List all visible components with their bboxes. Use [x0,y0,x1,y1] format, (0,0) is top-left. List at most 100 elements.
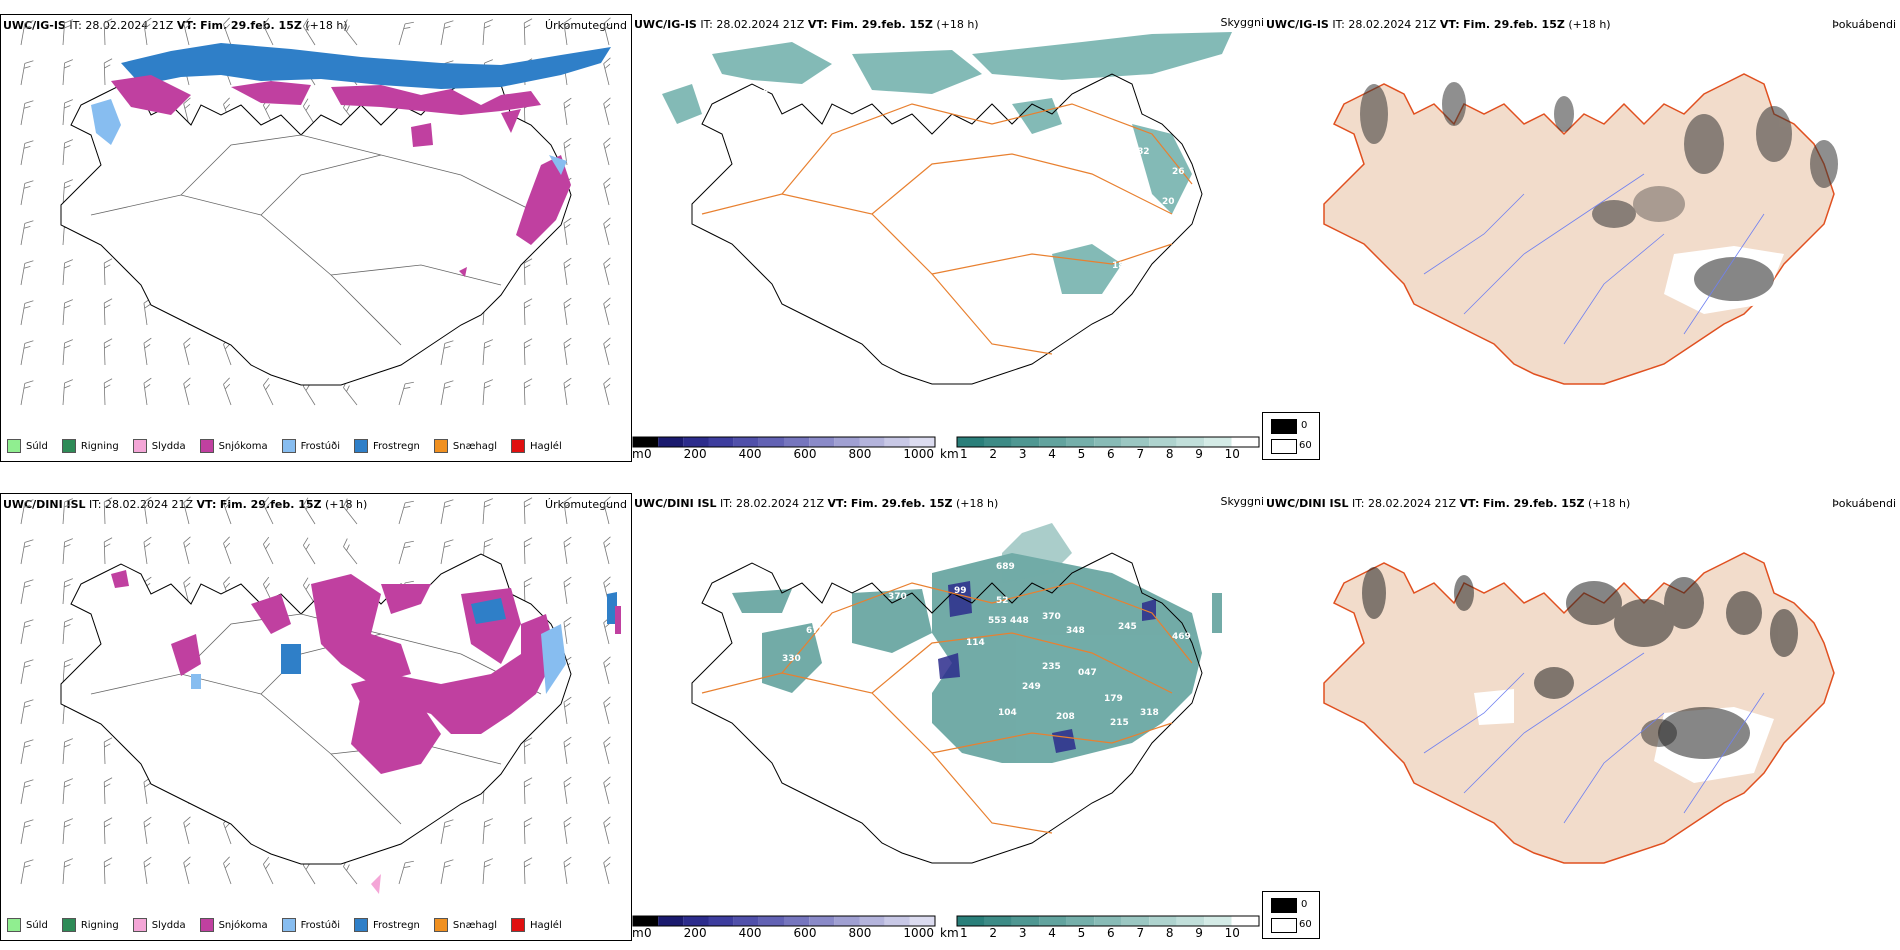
vis-value: 78 [728,101,741,111]
fog-panel-bottom: UWC/DINI ISL IT: 28.02.2024 21Z VT: Fim.… [1264,493,1900,941]
colorbar-cell [1039,437,1067,447]
river-line [1423,672,1525,754]
wind-barb [398,540,414,565]
precip-areas-top [91,43,611,277]
vis-value: 047 [1078,668,1097,678]
colorbar-cell [708,437,734,447]
visibility-areas-bottom [732,523,1222,763]
road-line [260,154,382,216]
wind-barb [103,817,113,845]
wind-barb [563,496,572,525]
wind-barb [62,19,73,46]
colorbar-cell [658,437,684,447]
iceland-coast-top [60,74,572,386]
wind-barb [523,298,533,326]
vis-value: 204 [1157,217,1176,227]
wind-barb [20,380,34,406]
legend-item: Súld [7,439,48,453]
wind-barb [20,260,34,286]
wind-barb [20,619,34,645]
legend-item: Rigning [61,918,119,932]
visibility-title-top: Skyggni [1220,16,1264,29]
colorbar-cell [1231,916,1259,926]
vis-value: 40 [742,117,755,127]
wind-barb [103,18,113,46]
colorbar-cell [1094,916,1122,926]
wind-barb [563,297,572,326]
wind-barb [183,816,191,845]
fog-legend-bottom: 0 60 [1262,891,1320,939]
visibility-areas-top [662,32,1232,294]
fog-title-top: Þokuábendi [1832,18,1896,31]
wind-barb [603,816,611,845]
wind-barb [20,819,34,845]
colorbar-cell [784,916,810,926]
colorbar-cell [859,437,885,447]
legend-swatch [199,918,214,932]
wind-barb [62,818,73,845]
iceland-coast-vis-top [691,73,1203,385]
wind-barb [143,377,152,406]
wind-barb [103,737,113,765]
wind-barb [563,776,572,805]
legend-swatch [7,439,21,453]
wind-barb [143,856,152,885]
colorbar-cell [909,437,935,447]
vis-value: 235 [1042,662,1061,672]
wind-barb [62,778,73,805]
road-line [330,264,502,286]
wind-barb [603,217,611,246]
wind-barb [20,859,34,885]
precip-legend-bottom: Súld Rigning Slydda Snjókoma Frostúði Fr… [7,918,576,932]
precip-map-top [20,17,611,406]
wind-barb [262,536,274,565]
wind-barb [563,217,572,246]
wind-barb [223,496,232,525]
vis-value: 18 [790,93,803,103]
wind-barb [523,497,533,525]
wind-barb [20,499,34,525]
vis-value: 689 [996,562,1015,572]
legend-swatch [433,439,448,453]
wind-barb [223,536,232,565]
visibility-panel-top: UWC/IG-IS IT: 28.02.2024 21Z VT: Fim. 29… [632,14,1264,462]
wind-barb [440,499,454,525]
vis-value: 114 [966,638,985,648]
vis-value: 215 [1110,718,1129,728]
colorbar-cell [1149,437,1177,447]
colorbar-cell [1231,437,1259,447]
legend-swatch [132,918,147,932]
legend-swatch [433,918,448,932]
vis-value: 675 [806,626,825,636]
wind-barb [62,658,73,685]
wind-barb [143,496,152,525]
colorbar-cell [683,916,709,926]
wind-barb [563,337,572,366]
colorbar-cell [1066,437,1095,447]
wind-barb [603,17,611,46]
precip-areas-bottom [111,570,621,894]
wind-barb [398,500,414,525]
legend-item: Súld [7,918,48,932]
wind-barb [303,18,316,46]
precip-map-bottom [20,496,621,894]
colorbar-cell [758,916,784,926]
legend-swatch [511,439,526,453]
legend-swatch [199,439,214,453]
wind-barb [603,177,611,206]
wind-barb [62,259,73,286]
wind-barb [262,856,274,885]
colorbar-cell [909,916,935,926]
wind-barb [62,59,73,86]
wind-barb [183,17,191,46]
wind-barb [62,339,73,366]
vis-value: 104 [998,708,1017,718]
wind-barb [343,498,358,525]
colorbar-cell [683,437,709,447]
river-line [1463,652,1645,794]
precip-panel-top: UWC/IG-IS IT: 28.02.2024 21Z VT: Fim. 29… [0,14,632,462]
wind-barb [482,339,493,366]
roads-top [90,134,542,346]
wind-barb [20,20,34,46]
wind-barb [62,538,73,565]
